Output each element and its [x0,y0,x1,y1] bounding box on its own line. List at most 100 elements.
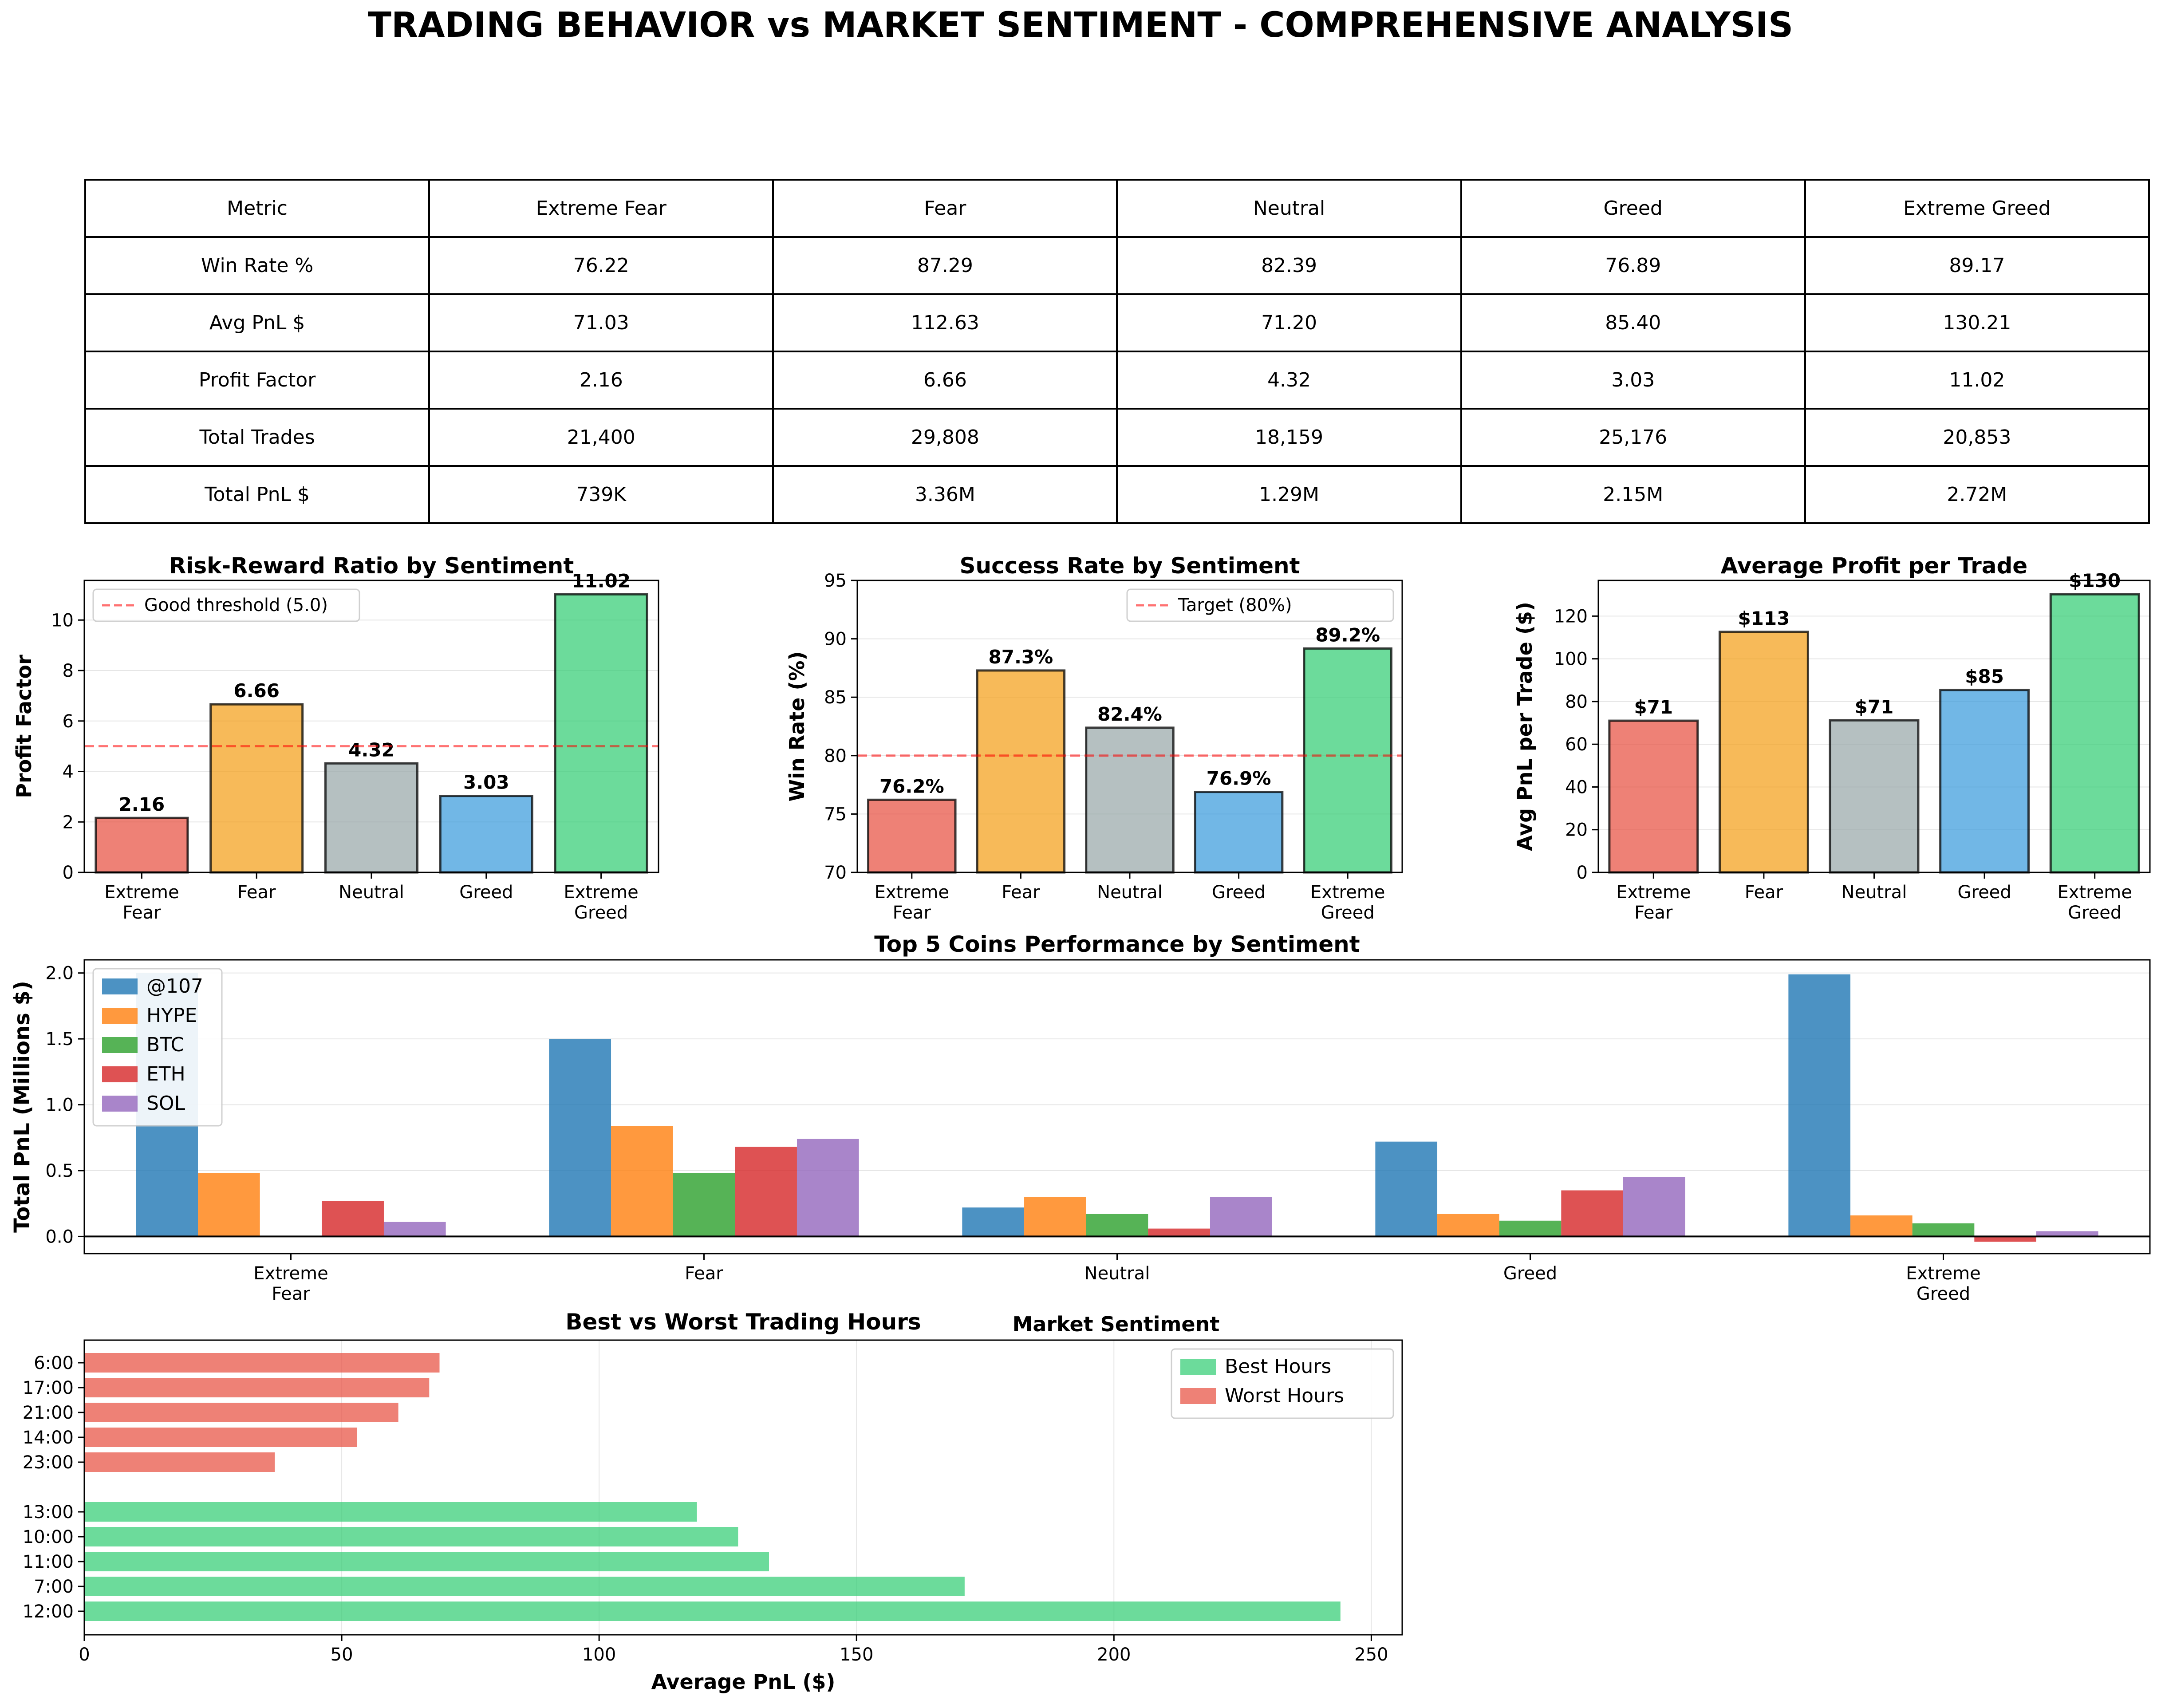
bar [84,1428,357,1447]
x-tick-label: Greed [1958,882,2011,903]
chart-title: Top 5 Coins Performance by Sentiment [874,931,1360,957]
chart-title: Best vs Worst Trading Hours [565,1309,921,1335]
table-cell: 130.21 [1804,293,2150,352]
bar [1210,1197,1272,1237]
y-tick-label: 6:00 [34,1353,74,1373]
legend-swatch [102,1037,138,1053]
y-tick-label: 21:00 [23,1403,74,1423]
data-label: 76.2% [879,775,944,797]
legend-label: @107 [146,975,203,998]
y-tick-label: 100 [1554,649,1588,670]
table-row: Total PnL $ 739K 3.36M 1.29M 2.15M 2.72M [84,465,2150,524]
x-tick-label: Extreme Greed [564,882,638,923]
bar [1912,1223,1975,1237]
table-cell: 25,176 [1460,408,1806,467]
table-row: Total Trades 21,400 29,808 18,159 25,176… [84,408,2150,467]
table-cell: 1.29M [1116,465,1462,524]
y-tick-label: 10 [51,610,74,631]
data-label: $85 [1965,666,2004,687]
table-cell: 71.20 [1116,293,1462,352]
y-tick-label: 14:00 [23,1428,74,1448]
x-tick-label: 100 [582,1645,616,1665]
y-tick-label: 95 [824,571,847,591]
x-tick-label: Extreme Greed [2058,882,2132,923]
plot-frame [83,959,2151,1254]
x-tick-label: Extreme Fear [1616,882,1691,923]
table-cell: 2.16 [428,351,774,410]
data-label: 6.66 [233,680,280,702]
data-label: 82.4% [1097,703,1162,725]
bar [322,1201,384,1237]
figure-title: TRADING BEHAVIOR vs MARKET SENTIMENT - C… [367,5,1794,45]
y-axis-label: Total PnL (Millions $) [10,981,35,1233]
bar [1085,726,1175,874]
x-axis-label: Average PnL ($) [651,1670,836,1694]
y-tick-label: 40 [1565,777,1588,797]
legend-label: Worst Hours [1225,1385,1344,1407]
y-tick-label: 1.5 [45,1029,74,1049]
y-tick-label: 17:00 [23,1378,74,1398]
legend-box [1126,588,1394,622]
bar [209,703,304,874]
y-tick-label: 60 [1565,734,1588,755]
table-cell: Total Trades [84,408,430,467]
table-header-cell: Fear [772,179,1118,238]
y-tick-label: 0 [1577,863,1588,883]
table-row: Profit Factor 2.16 6.66 4.32 3.03 11.02 [84,351,2150,410]
bar [1375,1141,1438,1237]
table-cell: 71.03 [428,293,774,352]
table-cell: 20,853 [1804,408,2150,467]
bar [1148,1228,1210,1237]
table-cell: 87.29 [772,236,1118,295]
y-axis-label: Win Rate (%) [785,651,809,801]
x-tick-label: 0 [79,1645,90,1665]
table-cell: 76.22 [428,236,774,295]
legend-box [92,588,360,622]
table-cell: 6.66 [772,351,1118,410]
y-tick-label: 80 [1565,692,1588,712]
bar [797,1139,859,1237]
y-tick-label: 11:00 [23,1552,74,1572]
x-tick-label: Greed [459,882,513,903]
legend-label: SOL [146,1092,185,1115]
y-tick-label: 23:00 [23,1452,74,1473]
bar [2049,593,2140,874]
bar [1718,631,1809,874]
legend-swatch [1180,1388,1216,1404]
legend-swatch [102,978,138,994]
legend-label: HYPE [146,1004,197,1027]
bar [1024,1197,1086,1237]
table-cell: Win Rate % [84,236,430,295]
y-tick-label: 10:00 [23,1527,74,1547]
y-tick-label: 1.0 [45,1095,74,1116]
bar [1623,1177,1685,1237]
bar [867,798,957,874]
x-tick-label: Extreme Greed [1906,1263,1980,1304]
table-cell: Profit Factor [84,351,430,410]
chart-title: Risk-Reward Ratio by Sentiment [169,553,574,579]
y-tick-label: 0.0 [45,1227,74,1247]
data-label: $71 [1634,696,1673,718]
table-cell: 4.32 [1116,351,1462,410]
bar [84,1552,769,1571]
data-label: $113 [1738,607,1790,629]
chart-title: Success Rate by Sentiment [959,553,1300,579]
legend-label: Good threshold (5.0) [144,595,328,615]
y-tick-label: 85 [824,687,847,708]
y-tick-label: 7:00 [34,1577,74,1597]
y-tick-label: 0.5 [45,1161,74,1181]
x-tick-label: Fear [685,1263,723,1284]
legend-label: Best Hours [1225,1355,1331,1378]
table-header-cell: Metric [84,179,430,238]
bar [611,1126,673,1237]
x-tick-label: Extreme Fear [253,1263,328,1304]
chart-title: Average Profit per Trade [1721,553,2027,579]
legend-swatch [1180,1359,1216,1375]
bar [1437,1214,1499,1237]
bar [554,593,648,874]
bar [84,1527,738,1546]
bar [1974,1236,2036,1242]
data-label: 76.9% [1207,768,1271,789]
bar [95,817,189,874]
